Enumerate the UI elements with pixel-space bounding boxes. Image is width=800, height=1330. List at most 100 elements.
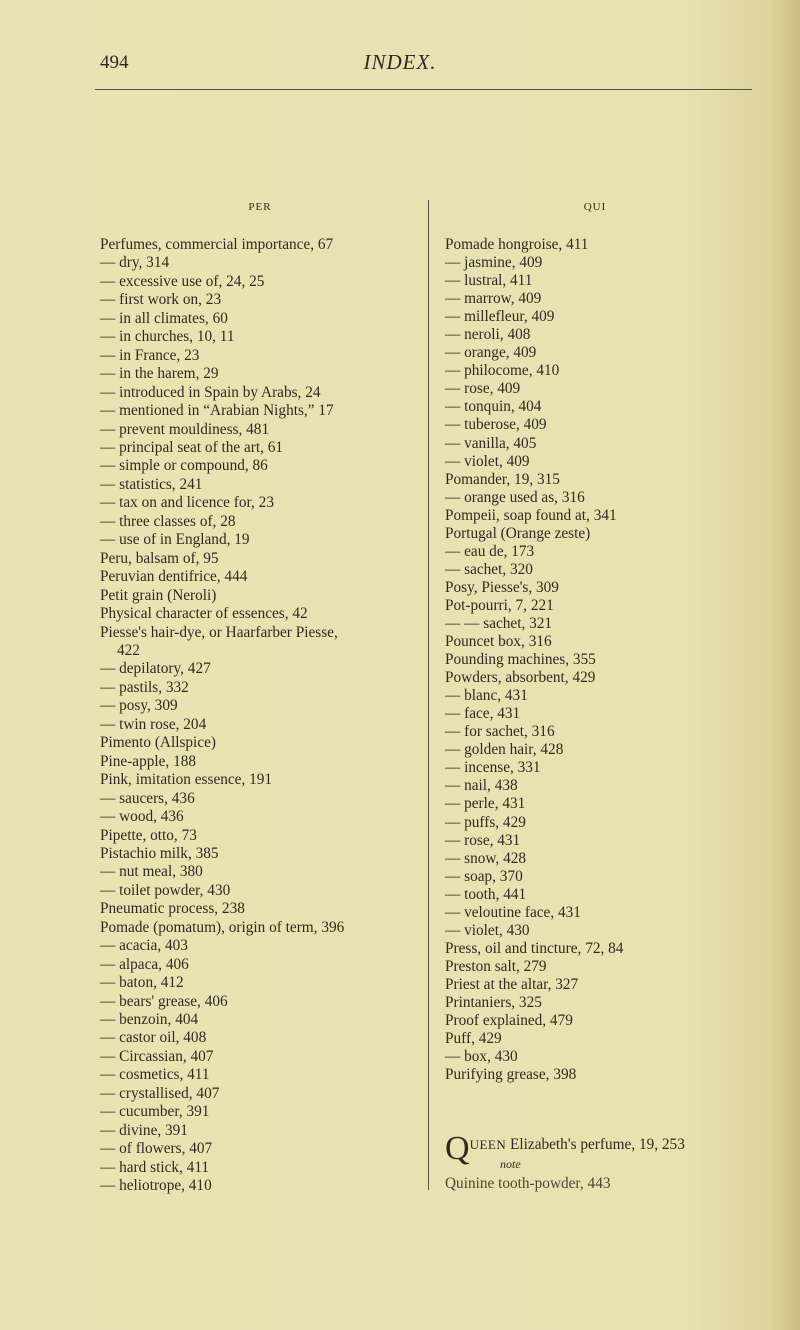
index-entry: — rose, 431: [445, 831, 521, 849]
index-entry: Purifying grease, 398: [445, 1066, 577, 1084]
index-entry: — golden hair, 428: [445, 741, 564, 759]
index-entry: Pistachio milk, 385: [100, 844, 219, 862]
index-entry: — puffs, 429: [445, 813, 526, 831]
column-heading: PER: [248, 201, 272, 213]
index-entry: Pimento (Allspice): [100, 734, 216, 752]
drop-initial: Q: [445, 1130, 470, 1167]
entry-text: Elizabeth's perfume, 19, 253: [506, 1136, 685, 1153]
page-number: 494: [100, 52, 129, 73]
index-entry: — cosmetics, 411: [100, 1066, 210, 1084]
index-entry: — for sachet, 316: [445, 723, 555, 741]
index-entry: — crystallised, 407: [100, 1084, 220, 1102]
index-entry: — philocome, 410: [445, 362, 560, 380]
index-entry: Posy, Piesse's, 309: [445, 578, 559, 596]
index-entry: Preston salt, 279: [445, 957, 547, 975]
index-entry: — in France, 23: [100, 346, 200, 364]
column-divider: [428, 200, 429, 1190]
index-entry: — violet, 430: [445, 921, 530, 939]
index-entry: — baton, 412: [100, 974, 184, 992]
index-entry: — saucers, 436: [100, 789, 195, 807]
index-entry: — castor oil, 408: [100, 1029, 207, 1047]
index-entry: — pastils, 332: [100, 678, 189, 696]
index-entry: — depilatory, 427: [100, 660, 211, 678]
small-caps: UEEN: [469, 1137, 507, 1152]
index-entry: Puff, 429: [445, 1030, 502, 1048]
index-entry: — violet, 409: [445, 452, 530, 470]
index-entry: — posy, 309: [100, 697, 178, 715]
index-entry: — vanilla, 405: [445, 434, 537, 452]
running-title: INDEX.: [363, 50, 437, 74]
index-entry: Pomade hongroise, 411: [445, 236, 589, 253]
index-entry: Peru, balsam of, 95: [100, 549, 219, 567]
index-entry: — box, 430: [445, 1048, 518, 1066]
index-entries: Perfumes, commercial importance, 67— dry…: [100, 236, 425, 1196]
index-entry: — bears' grease, 406: [100, 992, 228, 1010]
index-entry: Pipette, otto, 73: [100, 826, 197, 844]
left-column: PER Perfumes, commercial importance, 67—…: [100, 198, 425, 1196]
index-entry: — first work on, 23: [100, 291, 222, 309]
index-entry: — snow, 428: [445, 849, 527, 867]
index-entry: — veloutine face, 431: [445, 903, 581, 921]
index-entry: — in the harem, 29: [100, 365, 219, 383]
index-entry: Pomade (pomatum), origin of term, 396: [100, 918, 345, 936]
index-entry: — perle, 431: [445, 795, 526, 813]
index-entry: — nail, 438: [445, 777, 518, 795]
index-entry: — — sachet, 321: [445, 614, 553, 632]
column-heading: QUI: [583, 201, 607, 213]
index-entry: Pounding machines, 355: [445, 651, 596, 669]
index-entry: — three classes of, 28: [100, 512, 236, 530]
index-entry: — simple or compound, 86: [100, 457, 268, 475]
index-entry: — sachet, 320: [445, 560, 533, 578]
index-entry: — in all climates, 60: [100, 309, 228, 327]
index-entry: — incense, 331: [445, 759, 541, 777]
index-entry: — excessive use of, 24, 25: [100, 272, 265, 290]
index-entry: — in churches, 10, 11: [100, 328, 235, 346]
index-entry: — use of in England, 19: [100, 531, 250, 549]
index-entry: — heliotrope, 410: [100, 1177, 212, 1195]
index-entry: — rose, 409: [445, 380, 521, 398]
index-entry: — mentioned in “Arabian Nights,” 17: [100, 402, 334, 420]
index-entry: — introduced in Spain by Arabs, 24: [100, 383, 321, 401]
index-entry: — cucumber, 391: [100, 1103, 210, 1121]
index-entry: — marrow, 409: [445, 290, 542, 308]
index-entry: Proof explained, 479: [445, 1012, 573, 1030]
index-entry: Pneumatic process, 238: [100, 900, 245, 918]
index-entry-queen: QUEEN Elizabeth's perfume, 19, 253: [445, 1132, 685, 1166]
index-entry: — toilet powder, 430: [100, 881, 231, 899]
index-entry: — soap, 370: [445, 867, 523, 885]
index-entry: — orange, 409: [445, 344, 537, 362]
index-entry: — millefleur, 409: [445, 308, 555, 326]
index-entry: — jasmine, 409: [445, 254, 543, 272]
index-entry: — nut meal, 380: [100, 863, 203, 881]
index-entry: — acacia, 403: [100, 937, 188, 955]
index-entries: Pomade hongroise, 411— jasmine, 409— lus…: [445, 236, 785, 1084]
index-entry: — tax on and licence for, 23: [100, 494, 274, 512]
index-entry: Pine-apple, 188: [100, 752, 197, 770]
index-entry: — blanc, 431: [445, 687, 528, 705]
index-entry: — statistics, 241: [100, 475, 203, 493]
index-entry: — wood, 436: [100, 808, 184, 826]
index-entry: — face, 431: [445, 705, 521, 723]
index-entry: 422: [117, 641, 140, 659]
index-entry: Physical character of essences, 42: [100, 605, 308, 623]
index-entry: Press, oil and tincture, 72, 84: [445, 939, 624, 957]
index-entry: Piesse's hair-dye, or Haarfarber Piesse,: [100, 623, 338, 641]
index-entry: — neroli, 408: [445, 326, 531, 344]
index-entry: Portugal (Orange zeste): [445, 524, 591, 542]
index-entry: — eau de, 173: [445, 542, 535, 560]
index-entry: Pouncet box, 316: [445, 633, 552, 651]
index-entry: — prevent mouldiness, 481: [100, 420, 270, 438]
right-column: QUI Pomade hongroise, 411— jasmine, 409—…: [445, 198, 785, 1084]
index-entry: Quinine tooth-powder, 443: [445, 1175, 611, 1192]
index-entry: — twin rose, 204: [100, 715, 207, 733]
index-entry: Petit grain (Neroli): [100, 586, 217, 604]
note-label: note: [500, 1157, 521, 1171]
index-entry: — lustral, 411: [445, 272, 533, 290]
index-entry: — dry, 314: [100, 254, 170, 272]
index-entry: Peruvian dentifrice, 444: [100, 568, 248, 586]
header-rule: [95, 89, 752, 90]
index-entry: — orange used as, 316: [445, 488, 585, 506]
index-entry: — alpaca, 406: [100, 955, 189, 973]
index-entry: Priest at the altar, 327: [445, 975, 579, 993]
index-entry: — of flowers, 407: [100, 1140, 213, 1158]
